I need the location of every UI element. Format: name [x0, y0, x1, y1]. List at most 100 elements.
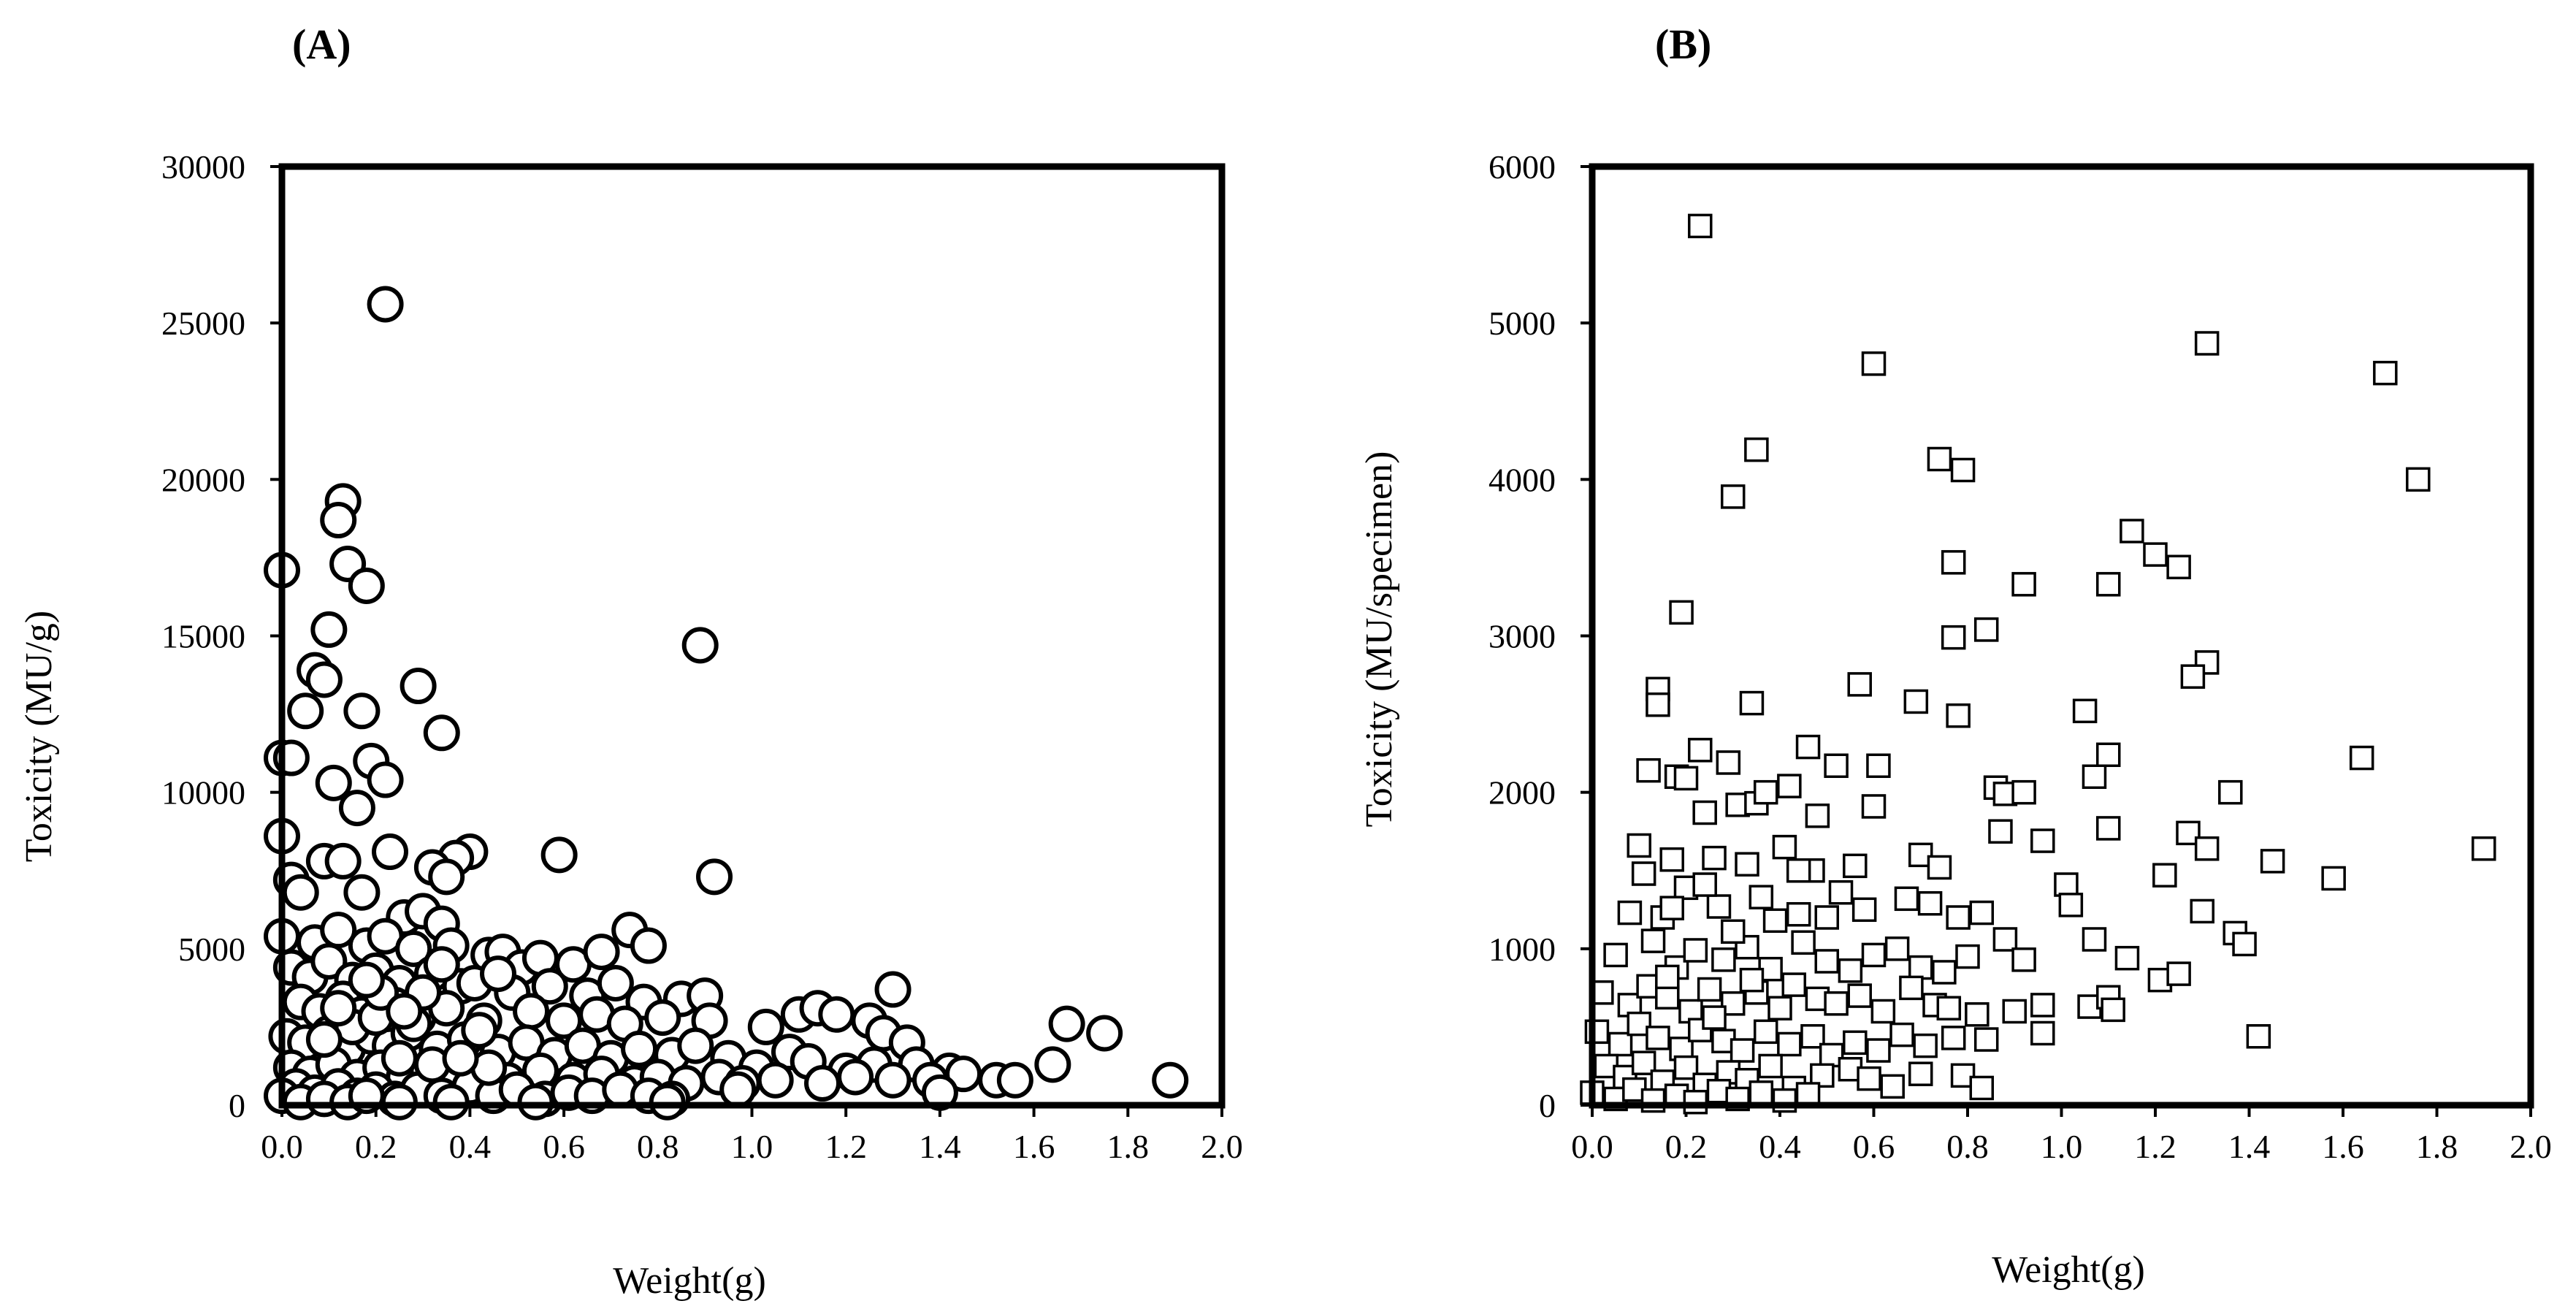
panel-b-data-point [1767, 996, 1792, 1020]
panel-b-x-tick-label: 0.2 [1665, 1128, 1708, 1165]
panel-b-data-point [1847, 983, 1872, 1008]
panel-b-data-point [1716, 750, 1741, 775]
panel-b-data-point [1640, 928, 1666, 953]
panel-b-data-point [1697, 977, 1722, 1002]
panel-a-data-point [310, 611, 348, 648]
panel-a-data-point [804, 1065, 841, 1102]
panel-b-toxicity-per-specimen: (B) Weight(g) Toxicity (MU/specimen) 0.0… [1358, 20, 2552, 1291]
panel-b-y-tick-label: 2000 [1488, 774, 1556, 812]
panel-a-y-tick-label: 10000 [161, 774, 245, 812]
panel-b-data-point [1786, 901, 1811, 927]
panel-b-data-point [2096, 816, 2121, 841]
panel-a-x-tick-label: 0.0 [261, 1128, 303, 1165]
panel-b-data-point [2349, 745, 2374, 771]
panel-b-data-point [1688, 1018, 1713, 1042]
panel-a-data-point [621, 1030, 658, 1067]
panel-b-data-point [1908, 955, 1933, 980]
panel-b-data-point [2406, 467, 2431, 492]
panel-b-data-point [2002, 999, 2027, 1024]
panel-a-y-tick-label: 30000 [161, 148, 245, 186]
panel-b-data-point [2011, 572, 2036, 597]
panel-b-data-point [2082, 764, 2107, 789]
panel-b-data-point [1744, 437, 1769, 462]
panel-a-data-point [338, 790, 375, 827]
panel-a-data-point [348, 961, 385, 999]
panel-b-data-point [1927, 855, 1952, 880]
panel-a-data-point [719, 1071, 757, 1108]
panel-a-y-tick-label: 0 [229, 1087, 245, 1124]
panel-a-data-point [381, 1039, 418, 1077]
panel-b-data-point [1861, 351, 1887, 376]
panel-b-data-point [1735, 852, 1759, 877]
panel-a-data-point [1152, 1061, 1189, 1099]
panel-b-data-points [1580, 213, 2496, 1115]
panel-a-data-point [1048, 1005, 1085, 1042]
panel-b-data-point [2011, 779, 2036, 805]
panel-a-ticks: 0.0 0.2 0.4 0.6 0.8 1.0 1.2 1.4 1.6 1.8 2.0 0 5000 10… [161, 148, 1243, 1165]
panel-a-y-axis-title: Toxicity (MU/g) [18, 611, 60, 862]
panel-b-data-point [1791, 930, 1816, 955]
panel-b-data-point [1777, 1031, 1802, 1057]
panel-b-data-point [1646, 1026, 1670, 1050]
panel-b-data-point [1969, 900, 1995, 926]
panel-b-data-point [1805, 804, 1830, 828]
panel-a-data-point [348, 567, 385, 604]
panel-b-data-point [2246, 1024, 2271, 1049]
panel-a-data-point [677, 1027, 714, 1064]
panel-a-data-point [428, 858, 465, 896]
panel-b-data-point [2143, 542, 2168, 567]
panel-b-data-point [1669, 600, 1694, 625]
panel-b-data-point [1927, 446, 1952, 472]
panel-b-data-point [1603, 942, 1628, 968]
panel-b-data-point [1673, 1055, 1699, 1080]
panel-b-data-point [2101, 997, 2125, 1023]
panel-b-data-point [1973, 617, 1999, 642]
panel-b-data-point [1683, 938, 1708, 963]
panel-a-data-point [597, 964, 634, 1001]
panel-b-data-point [1631, 861, 1656, 886]
panel-b-data-point [1814, 905, 1839, 930]
panel-b-data-point [1781, 972, 1807, 997]
panel-b-x-tick-label: 1.2 [2134, 1128, 2176, 1165]
panel-a-data-point [681, 627, 719, 664]
panel-a-data-point [367, 286, 404, 323]
panel-b-x-tick-label: 0.8 [1946, 1128, 1989, 1165]
panel-a-y-tick-label: 15000 [161, 618, 245, 655]
panel-b-data-point [2166, 961, 2191, 986]
panel-b-data-point [1692, 800, 1717, 825]
panel-b-data-point [1908, 1061, 1933, 1086]
panel-b-data-point [1800, 1024, 1825, 1049]
panel-b-data-point [1899, 975, 1924, 1001]
panel-b-ticks: 0.0 0.2 0.4 0.6 0.8 1.0 1.2 1.4 1.6 1.8 2.0 0 1000 20… [1488, 148, 2552, 1165]
panel-b-data-point [2166, 554, 2191, 580]
panel-b-data-point [2260, 849, 2285, 874]
panel-b-data-point [2120, 519, 2144, 543]
panel-a-x-tick-label: 0.4 [449, 1128, 492, 1165]
panel-b-data-point [1692, 872, 1717, 897]
panel-b-data-point [1721, 991, 1746, 1016]
panel-b-data-point [2232, 931, 2257, 957]
panel-b-data-point [1627, 833, 1651, 858]
panel-b-data-point [1617, 900, 1643, 926]
panel-b-x-tick-label: 1.6 [2322, 1128, 2364, 1165]
panel-b-data-point [1702, 845, 1727, 871]
panel-b-data-point [1814, 949, 1839, 974]
panel-b-data-point [1857, 1066, 1881, 1091]
panel-a-data-point [1034, 1046, 1071, 1083]
panel-a-data-point [757, 1061, 794, 1099]
panel-b-y-tick-label: 0 [1539, 1087, 1556, 1124]
panel-a-data-point [343, 692, 381, 730]
panel-b-data-point [1824, 753, 1849, 779]
panel-b-data-point [1950, 457, 1976, 483]
panel-b-x-tick-label: 0.6 [1853, 1128, 1895, 1165]
panel-a-x-tick-label: 0.8 [637, 1128, 679, 1165]
panel-b-data-point [2190, 898, 2214, 924]
panel-a-data-point [874, 971, 911, 1008]
panel-b-data-point [2030, 828, 2055, 853]
panel-b-data-point [1861, 794, 1887, 819]
panel-b-data-point [2194, 650, 2220, 675]
panel-a-x-tick-label: 2.0 [1201, 1128, 1243, 1165]
panel-b-x-tick-label: 0.0 [1571, 1128, 1613, 1165]
panel-b-y-axis-title: Toxicity (MU/specimen) [1358, 451, 1400, 828]
panel-b-data-point [2030, 1020, 2055, 1046]
